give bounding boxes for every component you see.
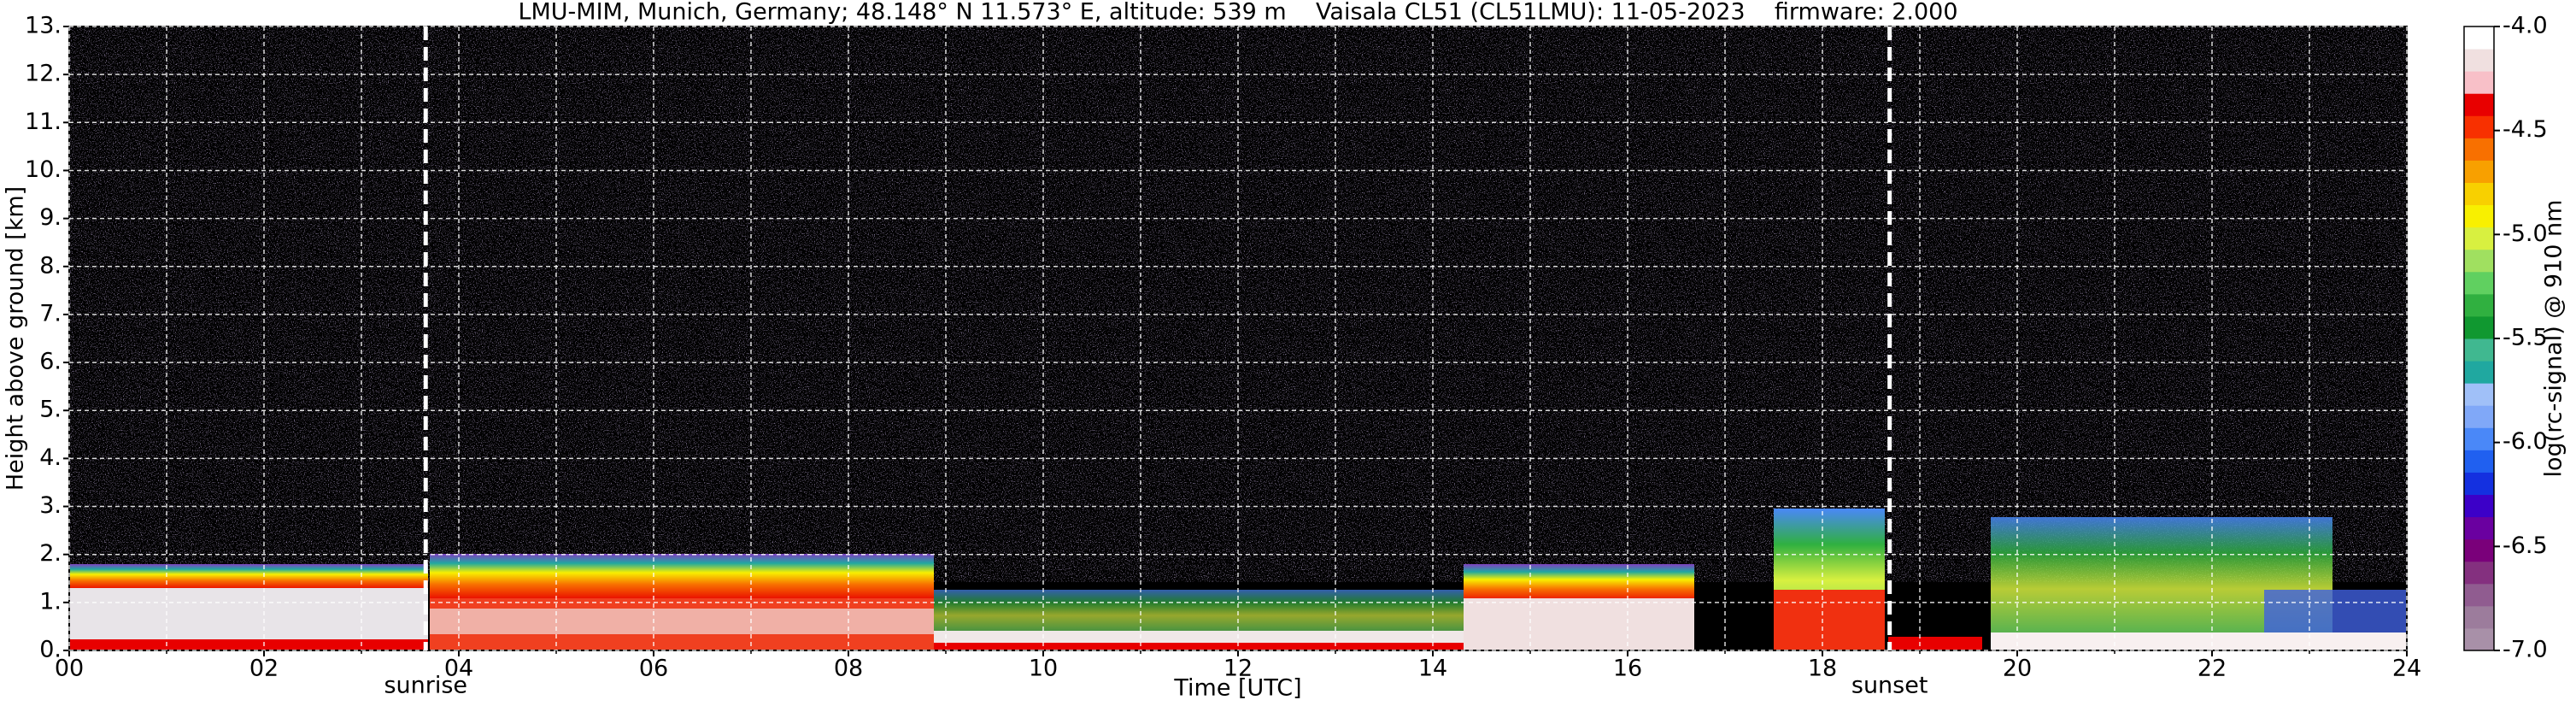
annotation-label: sunset bbox=[1851, 673, 1928, 699]
y-tick-label: 2. bbox=[39, 540, 62, 567]
colorbar-segment bbox=[2464, 361, 2494, 384]
colorbar-segment bbox=[2464, 405, 2494, 428]
x-tick-label: 24 bbox=[2392, 656, 2421, 682]
x-tick-label: 14 bbox=[1418, 656, 1447, 682]
x-tick-label: 10 bbox=[1029, 656, 1058, 682]
colorbar-tick-label: -6.5 bbox=[2503, 532, 2548, 559]
colorbar-segment bbox=[2464, 315, 2494, 339]
y-tick-label: 3. bbox=[39, 492, 62, 519]
colorbar-segment bbox=[2464, 561, 2494, 585]
colorbar-segment bbox=[2464, 605, 2494, 629]
y-tick-label: 10. bbox=[25, 156, 62, 183]
x-tick-label: 02 bbox=[249, 656, 279, 682]
colorbar-segment bbox=[2464, 338, 2494, 362]
x-tick-label: 06 bbox=[639, 656, 668, 682]
colorbar-tick-label: -5.0 bbox=[2503, 221, 2548, 247]
colorbar-tick-label: -4.5 bbox=[2503, 116, 2548, 143]
x-tick-label: 22 bbox=[2198, 656, 2227, 682]
y-tick-label: 6. bbox=[39, 349, 62, 375]
x-tick-label: 08 bbox=[834, 656, 863, 682]
colorbar-segment bbox=[2464, 204, 2494, 228]
x-tick-label: 00 bbox=[55, 656, 84, 682]
colorbar-segment bbox=[2464, 93, 2494, 116]
colorbar-segment bbox=[2464, 516, 2494, 540]
x-tick-label: 16 bbox=[1613, 656, 1642, 682]
colorbar-segment bbox=[2464, 138, 2494, 161]
colorbar-segment bbox=[2464, 271, 2494, 295]
colorbar-segment bbox=[2464, 160, 2494, 183]
colorbar-tick-label: -7.0 bbox=[2503, 637, 2548, 663]
y-tick-label: 12. bbox=[25, 61, 62, 87]
colorbar-segment bbox=[2464, 627, 2494, 651]
colorbar-segment bbox=[2464, 472, 2494, 495]
colorbar-label: log(rc-signal) @ 910 nm bbox=[2541, 200, 2567, 478]
colorbar-segment bbox=[2464, 26, 2494, 50]
colorbar-segment bbox=[2464, 450, 2494, 473]
colorbar-segment bbox=[2464, 227, 2494, 250]
y-tick-label: 5. bbox=[39, 397, 62, 423]
colorbar-segment bbox=[2464, 538, 2494, 562]
colorbar-segment bbox=[2464, 293, 2494, 317]
y-tick-label: 4. bbox=[39, 444, 62, 471]
x-tick-label: 20 bbox=[2003, 656, 2032, 682]
y-tick-label: 11. bbox=[25, 109, 62, 135]
y-tick-label: 9. bbox=[39, 204, 62, 231]
colorbar-segment bbox=[2464, 182, 2494, 206]
x-tick-label: 04 bbox=[444, 656, 473, 682]
colorbar-segment bbox=[2464, 494, 2494, 518]
colorbar-segment bbox=[2464, 115, 2494, 138]
x-axis-label: Time [UTC] bbox=[1173, 675, 1301, 702]
y-tick-label: 13. bbox=[25, 13, 62, 39]
colorbar-segment bbox=[2464, 583, 2494, 607]
colorbar-tick-label: -4.0 bbox=[2503, 13, 2548, 39]
colorbar-segment bbox=[2464, 71, 2494, 94]
annotation-label: sunrise bbox=[384, 673, 467, 699]
chart-title: LMU-MIM, Munich, Germany; 48.148° N 11.5… bbox=[518, 0, 1957, 26]
x-tick-label: 18 bbox=[1808, 656, 1837, 682]
y-tick-label: 7. bbox=[39, 300, 62, 327]
colorbar-segment bbox=[2464, 249, 2494, 273]
x-tick-label: 12 bbox=[1223, 656, 1253, 682]
colorbar-segment bbox=[2464, 383, 2494, 406]
colorbar-tick-label: -6.0 bbox=[2503, 428, 2548, 455]
colorbar-segment bbox=[2464, 49, 2494, 72]
y-tick-label: 0. bbox=[39, 637, 62, 663]
y-axis-label: Height above ground [km] bbox=[3, 186, 29, 491]
y-tick-label: 8. bbox=[39, 252, 62, 279]
y-tick-label: 1. bbox=[39, 588, 62, 615]
colorbar-tick-label: -5.5 bbox=[2503, 325, 2548, 351]
colorbar-segment bbox=[2464, 427, 2494, 450]
